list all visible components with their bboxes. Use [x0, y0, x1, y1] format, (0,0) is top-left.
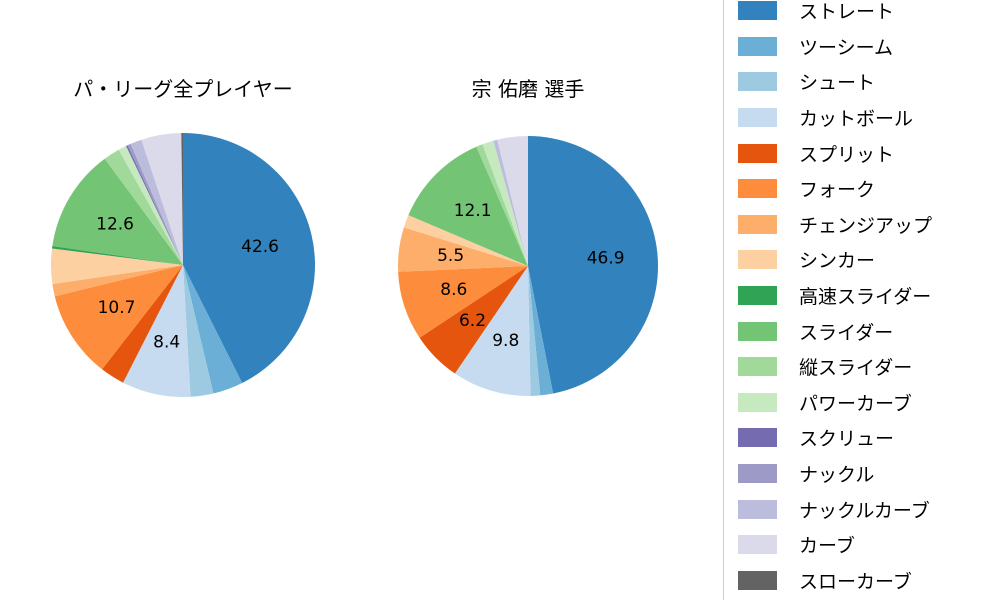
legend-swatch: [738, 499, 777, 519]
legend-item: カーブ: [724, 527, 1000, 563]
legend-item-label: カットボール: [799, 108, 914, 131]
pie-slice-10: [476, 144, 528, 266]
pie-slice-14: [130, 139, 183, 265]
legend-item-label: スローカーブ: [799, 570, 912, 593]
legend-item-label: パワーカーブ: [799, 392, 912, 415]
legend-item: カットボール: [724, 100, 1000, 136]
pie-slice-1: [183, 265, 243, 394]
legend-item: スライダー: [724, 313, 1000, 349]
legend-item: 高速スライダー: [724, 278, 1000, 314]
pie-chart-mune-yuma: 46.9 9.8 6.2 8.6 5.5 12.1: [398, 136, 658, 396]
legend-item: シュート: [724, 64, 1000, 100]
pie-slice-10: [104, 149, 183, 265]
pie-slice-5: [398, 266, 528, 338]
legend-swatch: [738, 214, 777, 234]
legend-swatch: [738, 1, 777, 21]
legend-swatch: [738, 36, 777, 56]
legend-item: ナックル: [724, 456, 1000, 492]
legend-item: チェンジアップ: [724, 207, 1000, 243]
pie-value-label: 46.9: [587, 248, 625, 268]
pie-slice-1: [528, 266, 554, 396]
legend-item-label: チェンジアップ: [799, 214, 933, 237]
legend-item: ツーシーム: [724, 29, 1000, 65]
legend: ストレートツーシームシュートカットボール スプリットフォークチェンジアップ シンカー…: [723, 0, 1000, 600]
legend-swatch: [738, 108, 777, 128]
chart-title-pa-league: パ・リーグ全プレイヤー: [73, 77, 293, 101]
legend-swatch: [738, 143, 777, 163]
pie-slice-7: [50, 248, 183, 285]
legend-item-label: フォーク: [799, 179, 876, 202]
pie-value-label: 42.6: [241, 237, 279, 257]
legend-swatch: [738, 392, 777, 412]
pie-slice-6: [52, 265, 184, 297]
pie-slice-8: [52, 245, 183, 265]
legend-swatch: [738, 570, 777, 590]
pie-slice-3: [123, 265, 191, 397]
pie-slice-16: [181, 133, 183, 265]
pie-slice-9: [52, 158, 184, 265]
legend-item-label: ツーシーム: [799, 36, 894, 59]
legend-item-label: ストレート: [799, 1, 895, 24]
legend-item: スローカーブ: [724, 563, 1000, 599]
legend-item-label: ナックルカーブ: [799, 499, 930, 522]
legend-item-label: ナックル: [799, 464, 875, 487]
pie-slice-0: [528, 136, 658, 394]
pie-slice-0: [183, 133, 316, 383]
legend-items: ストレートツーシームシュートカットボール スプリットフォークチェンジアップ シンカー…: [724, 0, 1000, 598]
legend-item-label: 縦スライダー: [799, 357, 913, 380]
pie-value-label: 6.2: [459, 311, 486, 331]
pie-slice-9: [408, 146, 528, 266]
legend-swatch: [738, 428, 777, 448]
legend-swatch: [738, 250, 777, 270]
pie-slice-11: [118, 145, 183, 265]
pie-slice-15: [497, 136, 528, 266]
legend-item: シンカー: [724, 242, 1000, 278]
legend-swatch: [738, 179, 777, 199]
pie-slice-4: [419, 266, 528, 374]
legend-swatch: [738, 72, 777, 92]
pie-slice-15: [141, 133, 183, 265]
legend-swatch: [738, 357, 777, 377]
pie-slice-11: [482, 140, 528, 266]
pie-slice-3: [454, 266, 531, 396]
pie-slice-14: [493, 139, 528, 266]
legend-item: スクリュー: [724, 420, 1000, 456]
legend-item: ストレート: [724, 0, 1000, 29]
legend-item-label: スクリュー: [799, 428, 895, 451]
legend-item-label: シンカー: [799, 250, 876, 273]
pie-slice-2: [183, 265, 214, 397]
legend-item-label: スライダー: [799, 321, 894, 344]
legend-swatch: [738, 535, 777, 555]
legend-item: ナックルカーブ: [724, 491, 1000, 527]
legend-item-label: スプリット: [799, 143, 895, 166]
pie-value-label: 8.6: [440, 280, 467, 300]
legend-swatch: [738, 464, 777, 484]
pie-chart-pa-league: 42.6 8.4 10.7 12.6: [50, 133, 316, 397]
chart-title-mune-yuma: 宗 佑磨 選手: [471, 77, 585, 101]
pie-value-label: 10.7: [98, 298, 136, 318]
pie-value-label: 12.6: [96, 214, 134, 234]
legend-item: 縦スライダー: [724, 349, 1000, 385]
pie-slice-2: [528, 266, 541, 396]
pie-slice-12: [126, 145, 183, 265]
legend-item-label: シュート: [799, 72, 876, 95]
legend-item: フォーク: [724, 171, 1000, 207]
pie-slice-4: [102, 265, 183, 383]
pie-value-label: 12.1: [454, 201, 492, 221]
legend-item-label: 高速スライダー: [799, 286, 932, 309]
pie-slice-5: [54, 265, 183, 370]
pie-slice-13: [127, 143, 183, 265]
pie-value-label: 5.5: [437, 246, 464, 266]
pie-value-label: 9.8: [492, 331, 519, 351]
legend-swatch: [738, 321, 777, 341]
pie-value-label: 8.4: [153, 333, 180, 353]
legend-item: スプリット: [724, 135, 1000, 171]
pie-slice-7: [403, 215, 528, 266]
legend-item: パワーカーブ: [724, 385, 1000, 421]
legend-item-label: カーブ: [799, 535, 855, 558]
legend-swatch: [738, 286, 777, 306]
pie-slice-6: [398, 227, 528, 272]
